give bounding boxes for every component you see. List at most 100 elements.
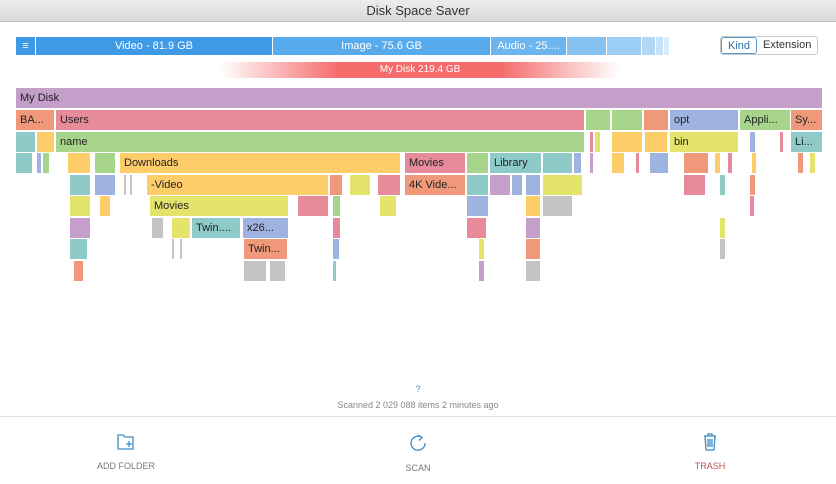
treemap-node[interactable] [750, 196, 754, 216]
treemap-node[interactable] [74, 261, 83, 281]
treemap-node[interactable] [95, 153, 115, 173]
treemap-node-opt[interactable]: opt [670, 110, 738, 130]
menu-icon[interactable]: ≡ [16, 37, 36, 55]
treemap-node-name[interactable]: name [56, 132, 584, 152]
treemap-node[interactable] [644, 110, 668, 130]
treemap-node[interactable] [526, 218, 540, 238]
treemap-node[interactable] [100, 196, 110, 216]
kind-segment[interactable] [567, 37, 607, 55]
treemap-node[interactable] [350, 175, 370, 195]
kind-segment[interactable] [664, 37, 670, 55]
treemap-node[interactable] [526, 261, 540, 281]
treemap-node[interactable] [467, 153, 488, 173]
treemap-node[interactable] [333, 239, 339, 259]
treemap-node[interactable] [526, 239, 540, 259]
treemap-node[interactable] [479, 239, 484, 259]
treemap-node[interactable] [333, 196, 340, 216]
treemap-node[interactable] [750, 175, 755, 195]
treemap-node[interactable] [574, 153, 581, 173]
treemap-node[interactable] [512, 175, 522, 195]
help-link[interactable]: ? [415, 384, 421, 394]
treemap-node[interactable] [180, 239, 182, 259]
treemap-node[interactable] [543, 175, 582, 195]
treemap-node[interactable] [490, 175, 510, 195]
treemap-node[interactable] [95, 175, 115, 195]
treemap-node[interactable] [612, 110, 642, 130]
treemap-node[interactable] [810, 153, 815, 173]
treemap-node-downloads[interactable]: Downloads [120, 153, 400, 173]
treemap-node[interactable] [728, 153, 732, 173]
treemap-node[interactable] [378, 175, 400, 195]
treemap-node-x26[interactable]: x26... [243, 218, 288, 238]
treemap-node[interactable] [595, 132, 600, 152]
treemap-node[interactable] [720, 239, 725, 259]
treemap-node[interactable] [590, 153, 593, 173]
treemap-node[interactable] [467, 175, 488, 195]
treemap-node[interactable] [612, 153, 624, 173]
treemap-node[interactable] [68, 153, 90, 173]
treemap-node-4k-video[interactable]: 4K Vide... [405, 175, 465, 195]
treemap-node[interactable] [124, 175, 126, 195]
treemap-node-twin-1[interactable]: Twin.... [192, 218, 240, 238]
treemap-node[interactable] [720, 218, 725, 238]
treemap-node[interactable] [37, 153, 41, 173]
treemap-node-appli[interactable]: Appli... [740, 110, 790, 130]
treemap-node[interactable] [467, 218, 486, 238]
treemap-node[interactable] [43, 153, 49, 173]
treemap-node[interactable] [586, 110, 610, 130]
treemap-node[interactable] [270, 261, 285, 281]
treemap-node[interactable] [70, 175, 90, 195]
treemap-node[interactable] [244, 261, 266, 281]
treemap-node[interactable] [798, 153, 803, 173]
extension-toggle-button[interactable]: Extension [763, 39, 812, 51]
kind-segment[interactable] [642, 37, 656, 55]
kind-toggle-button[interactable]: Kind [721, 37, 758, 54]
treemap-node[interactable] [590, 132, 593, 152]
treemap-node-ba[interactable]: BA... [16, 110, 54, 130]
treemap-node-users[interactable]: Users [56, 110, 584, 130]
treemap-node[interactable] [752, 153, 756, 173]
treemap-node-video[interactable]: -Video [147, 175, 328, 195]
treemap-node[interactable] [16, 153, 32, 173]
treemap-node[interactable] [70, 218, 90, 238]
treemap-node[interactable] [467, 196, 488, 216]
treemap-node[interactable] [720, 175, 725, 195]
treemap-node-movies-2[interactable]: Movies [150, 196, 288, 216]
treemap-node[interactable] [380, 196, 396, 216]
treemap-node[interactable] [636, 153, 639, 173]
treemap-node-sy[interactable]: Sy... [791, 110, 822, 130]
scan-button[interactable]: SCAN [358, 433, 478, 473]
treemap-node[interactable] [650, 153, 668, 173]
treemap-node[interactable] [37, 132, 54, 152]
treemap-node[interactable] [298, 196, 328, 216]
treemap-node-bin[interactable]: bin [670, 132, 738, 152]
treemap-node[interactable] [645, 132, 667, 152]
add-folder-button[interactable]: ADD FOLDER [66, 433, 186, 471]
treemap-node[interactable] [130, 175, 132, 195]
treemap-node-movies[interactable]: Movies [405, 153, 465, 173]
treemap-node[interactable] [526, 175, 540, 195]
treemap-node[interactable] [543, 196, 572, 216]
treemap-node[interactable] [172, 218, 190, 238]
treemap-node[interactable] [715, 153, 720, 173]
treemap-node[interactable] [543, 153, 572, 173]
treemap-node[interactable] [684, 153, 708, 173]
kind-segment-video[interactable]: Video - 81.9 GB [36, 37, 273, 55]
treemap-node[interactable] [684, 175, 705, 195]
treemap-node[interactable] [333, 218, 340, 238]
kind-segment[interactable] [607, 37, 642, 55]
treemap-node[interactable] [612, 132, 642, 152]
treemap-node[interactable] [70, 196, 90, 216]
kind-segment-image[interactable]: Image - 75.6 GB [273, 37, 491, 55]
treemap-node[interactable] [152, 218, 163, 238]
treemap-node[interactable] [526, 196, 540, 216]
treemap-node[interactable] [750, 132, 755, 152]
kind-segment-audio[interactable]: Audio - 25.... [491, 37, 567, 55]
trash-button[interactable]: TRASH [650, 433, 770, 471]
treemap-node-library[interactable]: Library [490, 153, 541, 173]
treemap-node[interactable] [333, 261, 336, 281]
treemap-node[interactable] [330, 175, 342, 195]
treemap-node[interactable] [780, 132, 783, 152]
kind-segment[interactable] [656, 37, 664, 55]
treemap-node[interactable] [172, 239, 174, 259]
